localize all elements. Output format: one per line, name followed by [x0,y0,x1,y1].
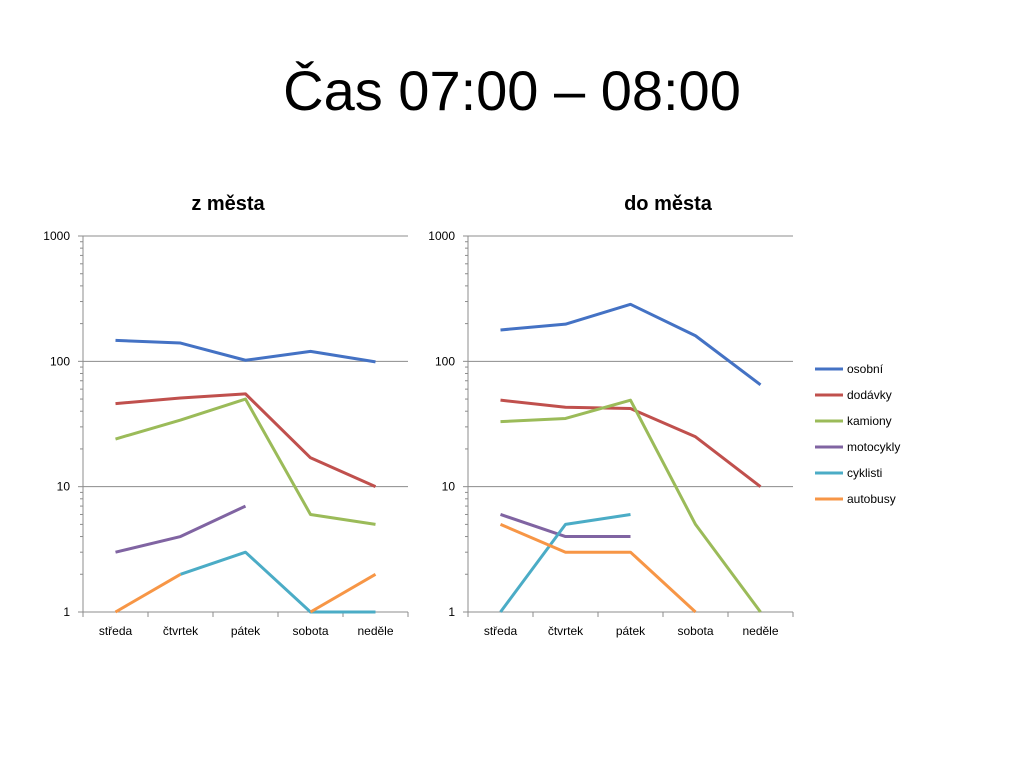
series-line [115,392,377,489]
series-dodávky [115,392,377,489]
series-motocykly [500,513,631,539]
chart-title: do města [624,193,713,215]
chart-2: do města 1 10 100 1000 středa čtvrtek pátek sobo… [428,193,900,638]
series-osobní [500,302,762,386]
y-tick-label: 1 [448,605,455,619]
y-tick-label: 10 [57,480,71,494]
chart-title: z města [191,193,265,215]
x-tick-label: středa [99,624,133,638]
series-kamiony [115,397,376,526]
series-kamiony [500,398,762,613]
y-tick-label: 1000 [43,229,70,243]
x-tick-label: čtvrtek [548,624,584,638]
y-tick-label: 100 [435,354,455,368]
series-line [115,338,376,364]
y-tick-label: 1 [63,605,70,619]
chart-1: z města 1 10 100 1000 středa čtvrtek pátek sobot… [43,193,409,638]
series-line [500,513,631,539]
legend: osobní dodávky kamiony motocykly cyklisti aut… [815,362,900,506]
legend-label: kamiony [847,414,892,428]
series-line [499,512,631,613]
x-tick-label: neděle [357,624,393,638]
x-tick-label: sobota [677,624,713,638]
legend-label: osobní [847,362,884,376]
series-line [500,302,762,386]
series-cyklisti [180,550,376,614]
series-dodávky [500,398,762,488]
x-tick-label: středa [484,624,518,638]
series-cyklisti [499,512,631,613]
legend-label: cyklisti [847,466,882,480]
x-tick-label: čtvrtek [163,624,199,638]
y-tick-label: 100 [50,354,70,368]
x-tick-label: pátek [616,624,646,638]
series-autobusy [499,523,697,614]
legend-label: motocykly [847,440,900,454]
slide-title: Čas 07:00 – 08:00 [283,59,741,122]
series-line [180,550,376,614]
x-tick-label: neděle [742,624,778,638]
y-tick-label: 1000 [428,229,455,243]
legend-label: autobusy [847,492,896,506]
series-line [115,504,247,554]
series-line [114,572,182,614]
y-tick-label: 10 [442,480,456,494]
series-motocykly [115,504,247,554]
series-autobusy [114,572,377,614]
legend-label: dodávky [847,388,892,402]
series-line [309,572,377,614]
series-line [500,398,762,613]
x-tick-label: pátek [231,624,261,638]
series-osobní [115,338,376,364]
series-line [115,397,376,526]
series-line [500,398,762,488]
x-tick-label: sobota [292,624,328,638]
series-line [499,523,697,614]
